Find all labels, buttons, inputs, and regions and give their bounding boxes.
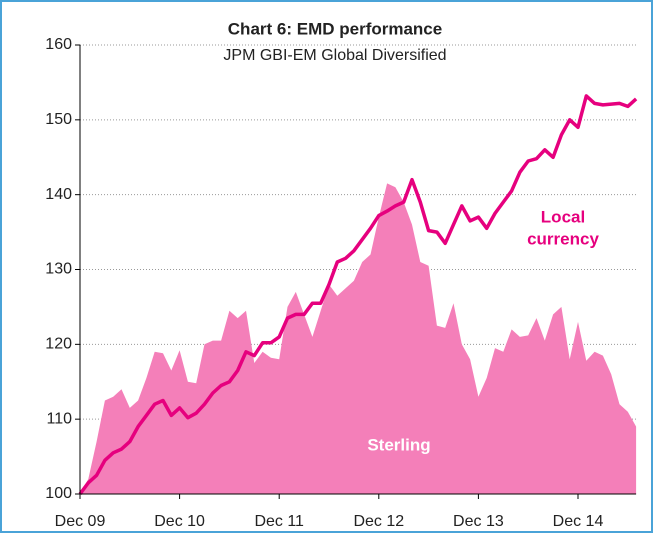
annotation: currency	[527, 229, 599, 248]
y-tick-label: 100	[45, 485, 72, 502]
annotation: Local	[541, 207, 585, 226]
chart-title: Chart 6: EMD performance	[228, 19, 442, 38]
x-tick-label: Dec 14	[553, 513, 604, 530]
x-tick-label: Dec 10	[154, 513, 205, 530]
area	[80, 183, 637, 494]
x-tick-label: Dec 11	[254, 513, 304, 530]
x-tick-label: Dec 13	[453, 513, 504, 530]
line	[78, 94, 638, 496]
chart-subtitle: JPM GBI-EM Global Diversified	[223, 47, 446, 64]
y-tick-label: 120	[45, 336, 72, 353]
x-tick-label: Dec 09	[55, 513, 106, 530]
y-tick-label: 140	[45, 186, 72, 203]
y-tick-label: 130	[45, 261, 72, 278]
x-tick-label: Dec 12	[353, 513, 404, 530]
y-tick-label: 110	[46, 410, 72, 427]
y-tick-label: 160	[45, 36, 72, 53]
y-tick-label: 150	[45, 111, 72, 128]
annotation: Sterling	[367, 435, 430, 454]
